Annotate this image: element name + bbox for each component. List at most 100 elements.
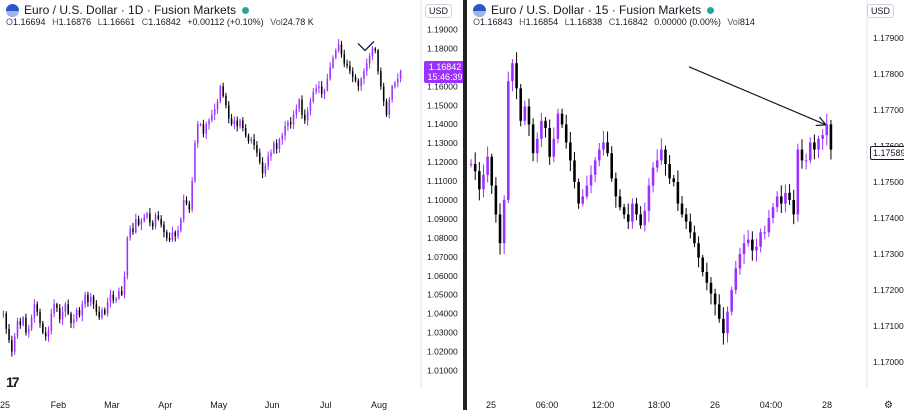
candle-body bbox=[523, 106, 527, 121]
y-tick-label: 1.11000 bbox=[427, 176, 457, 186]
candle-body bbox=[8, 328, 10, 341]
candle-body bbox=[643, 210, 647, 226]
candle-body bbox=[610, 153, 613, 179]
x-tick-label: Jul bbox=[320, 400, 332, 410]
candle-body bbox=[581, 196, 585, 204]
candle-body bbox=[81, 304, 84, 316]
candle-body bbox=[635, 203, 638, 215]
candle-body bbox=[36, 304, 38, 312]
candle-body bbox=[191, 181, 193, 210]
y-tick-label: 1.17800 bbox=[873, 69, 904, 79]
candle-body bbox=[211, 114, 213, 121]
x-tick-label: 04:00 bbox=[760, 400, 783, 410]
candle-body bbox=[394, 82, 396, 87]
candle-body bbox=[494, 185, 498, 215]
candle-body bbox=[188, 203, 191, 210]
candle-body bbox=[320, 86, 323, 94]
candle-body bbox=[693, 232, 696, 244]
candle-body bbox=[340, 44, 343, 55]
candle-body bbox=[95, 304, 98, 312]
y-tick-label: 1.17500 bbox=[873, 177, 904, 187]
y-tick-label: 1.17200 bbox=[873, 285, 904, 295]
candle-body bbox=[137, 218, 140, 225]
candle-body bbox=[585, 185, 589, 197]
candle-body bbox=[157, 215, 160, 219]
candle-body bbox=[118, 290, 120, 299]
candle-body bbox=[33, 304, 36, 318]
candle-body bbox=[531, 124, 535, 154]
candle-body bbox=[357, 80, 360, 87]
m15-candlestick-chart[interactable]: 1.17000 1.17100 1.17200 1.17300 1.17400 1.175… bbox=[467, 0, 904, 410]
gear-icon[interactable]: ⚙ bbox=[884, 400, 893, 411]
volume-label: Vol bbox=[270, 17, 283, 27]
candle-body bbox=[337, 44, 340, 51]
arrow-annotation[interactable] bbox=[688, 66, 825, 125]
y-tick-label: 1.13000 bbox=[427, 138, 458, 148]
y-tick-label: 1.17100 bbox=[873, 321, 904, 331]
candle-body bbox=[808, 142, 812, 161]
candle-body bbox=[738, 254, 742, 269]
y-tick-label: 1.17900 bbox=[873, 33, 904, 43]
y-tick-label: 1.17700 bbox=[873, 105, 904, 115]
candle-body bbox=[722, 318, 725, 334]
candle-body bbox=[123, 275, 126, 295]
daily-candlestick-chart[interactable]: 1.01000 1.02000 1.03000 1.04000 1.05000 1.060… bbox=[0, 0, 463, 410]
candle-body bbox=[30, 317, 33, 329]
x-tick-label: 25 bbox=[486, 400, 496, 410]
candle-body bbox=[498, 214, 502, 244]
candle-body bbox=[713, 293, 717, 305]
candle-body bbox=[146, 213, 148, 218]
close-label: C bbox=[141, 17, 149, 27]
candle-body bbox=[788, 192, 791, 200]
candle-body bbox=[817, 138, 820, 150]
candle-body bbox=[177, 230, 179, 236]
ohlc-legend: O1.16694 H1.16876 L1.16661 C1.16842 +0.0… bbox=[6, 17, 318, 27]
pane-divider[interactable] bbox=[463, 0, 467, 410]
candle-body bbox=[318, 86, 320, 89]
daily-chart-pane[interactable]: 1.01000 1.02000 1.03000 1.04000 1.05000 1.060… bbox=[0, 0, 466, 410]
candle-body bbox=[676, 182, 680, 204]
candle-body bbox=[775, 196, 779, 208]
candle-body bbox=[73, 319, 75, 324]
open-label: O bbox=[473, 17, 481, 27]
candle-body bbox=[397, 78, 399, 83]
candle-body bbox=[213, 109, 216, 115]
candle-body bbox=[717, 304, 721, 319]
candle-body bbox=[598, 149, 601, 161]
candle-body bbox=[92, 296, 95, 305]
candle-body bbox=[399, 71, 402, 79]
candle-body bbox=[668, 164, 671, 179]
close-value: 1.16842 bbox=[148, 17, 181, 27]
open-value: 1.16843 bbox=[480, 17, 513, 27]
check-mark-annotation[interactable] bbox=[357, 40, 375, 52]
y-tick-label: 1.07000 bbox=[427, 252, 458, 262]
candle-body bbox=[734, 268, 738, 290]
currency-button[interactable]: USD bbox=[425, 4, 453, 18]
symbol-title[interactable]: Euro / U.S. Dollar · 1D · Fusion Markets bbox=[24, 3, 237, 17]
candle-body bbox=[84, 294, 86, 305]
candle-body bbox=[236, 120, 238, 127]
candle-body bbox=[261, 162, 264, 174]
candle-body bbox=[25, 317, 27, 333]
high-value: 1.16876 bbox=[58, 17, 92, 27]
candle-body bbox=[680, 203, 684, 215]
candle-body bbox=[289, 122, 292, 125]
candle-body bbox=[112, 294, 115, 301]
candle-body bbox=[168, 237, 171, 240]
candle-body bbox=[13, 336, 16, 352]
symbol-title[interactable]: Euro / U.S. Dollar · 15 · Fusion Markets bbox=[491, 3, 702, 17]
tradingview-logo-icon[interactable]: 17 bbox=[6, 374, 20, 390]
candle-body bbox=[767, 218, 771, 233]
candle-body bbox=[730, 290, 733, 312]
candle-body bbox=[270, 152, 272, 157]
currency-button[interactable]: USD bbox=[867, 4, 895, 18]
m15-chart-pane[interactable]: 1.17000 1.17100 1.17200 1.17300 1.17400 1.175… bbox=[467, 0, 904, 410]
candle-body bbox=[593, 160, 597, 175]
candle-body bbox=[132, 228, 134, 233]
x-tick-label: Aug bbox=[371, 400, 387, 410]
candle-body bbox=[780, 196, 783, 204]
candle-body bbox=[115, 298, 117, 301]
market-status-dot-icon bbox=[707, 6, 715, 14]
candle-body bbox=[154, 215, 157, 227]
candle-body bbox=[701, 257, 704, 272]
